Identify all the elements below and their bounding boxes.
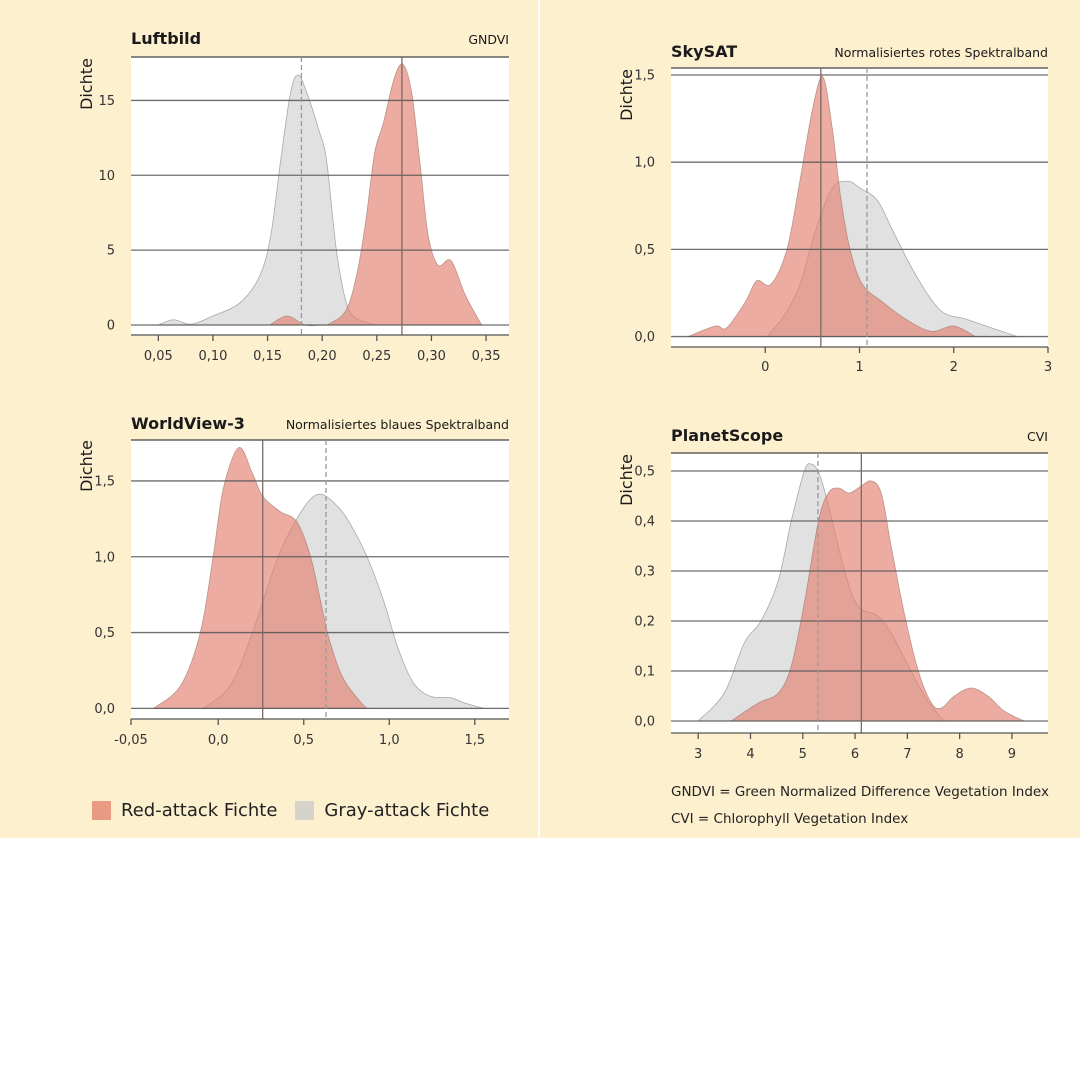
x-tick-label: 3	[694, 747, 702, 762]
y-axis-label: Dichte	[77, 440, 96, 492]
legend-item-gray: Gray-attack Fichte	[295, 800, 489, 821]
y-tick-label: 1,5	[634, 68, 655, 83]
density-area-gray	[158, 74, 381, 326]
y-tick-label: 0,2	[634, 615, 655, 630]
x-tick-label: 1,5	[464, 733, 485, 748]
chart-title: SkySAT	[671, 42, 737, 61]
x-tick-label: 9	[1008, 747, 1016, 762]
chart-subtitle: Normalisiertes blaues Spektralband	[286, 417, 509, 432]
x-tick-label: 0,05	[144, 349, 173, 364]
chart-worldview3: 0,0 0,5 1,0 1,5 -0,05 0,0 0,5 1,0 1,5 WorldView-3…	[77, 414, 509, 748]
y-tick-label: 1,0	[634, 156, 655, 171]
x-tick-label: 0,5	[293, 733, 314, 748]
x-tick-label: 0,20	[308, 349, 337, 364]
density-area-red	[729, 480, 1025, 722]
chart-skysat: 0,0 0,5 1,0 1,5 0 1 2 3 SkySAT Normalisiertes rot…	[617, 42, 1052, 375]
x-tick-label: 3	[1044, 360, 1052, 375]
legend-item-red: Red-attack Fichte	[92, 800, 277, 821]
y-tick-label: 0,0	[634, 715, 655, 730]
y-tick-label: 0,1	[634, 665, 655, 680]
y-tick-label: 0,0	[94, 702, 115, 717]
y-axis-label: Dichte	[617, 69, 636, 121]
note-gndvi: GNDVI = Green Normalized Difference Vege…	[671, 784, 1049, 800]
x-tick-label: 2	[950, 360, 958, 375]
y-tick-label: 0,4	[634, 515, 655, 530]
y-tick-label: 0,5	[634, 243, 655, 258]
chart-subtitle: CVI	[1027, 429, 1048, 444]
x-tick-label: 1	[855, 360, 863, 375]
x-tick-label: 0,30	[417, 349, 446, 364]
y-tick-label: 5	[107, 244, 115, 259]
chart-luftbild: 0 5 10 15 0,05 0,10 0,15 0,20 0,25 0,30 0,35 Luftbi…	[77, 29, 509, 364]
y-tick-label: 1,5	[94, 474, 115, 489]
chart-title: PlanetScope	[671, 426, 783, 445]
legend: Red-attack Fichte Gray-attack Fichte	[92, 800, 507, 821]
x-tick-label: 0,25	[362, 349, 391, 364]
chart-title: WorldView-3	[131, 414, 245, 433]
y-tick-label: 0,5	[94, 626, 115, 641]
note-cvi: CVI = Chlorophyll Vegetation Index	[671, 811, 909, 827]
y-axis-label: Dichte	[77, 58, 96, 110]
x-tick-label: 5	[799, 747, 807, 762]
y-axis-label: Dichte	[617, 454, 636, 506]
x-tick-label: 7	[903, 747, 911, 762]
chart-planetscope: 0,0 0,1 0,2 0,3 0,4 0,5 3 4 5 6 7 8 9 PlanetScope CVI D…	[617, 426, 1048, 762]
y-tick-label: 0,0	[634, 330, 655, 345]
x-tick-label: 0,0	[208, 733, 229, 748]
density-area-red	[152, 447, 371, 709]
legend-label-red: Red-attack Fichte	[121, 800, 278, 821]
x-tick-label: -0,05	[114, 733, 148, 748]
x-tick-label: 0,15	[253, 349, 282, 364]
y-tick-label: 1,0	[94, 550, 115, 565]
chart-title: Luftbild	[131, 29, 201, 48]
x-tick-label: 1,0	[379, 733, 400, 748]
y-tick-label: 0	[107, 318, 115, 333]
x-tick-label: 0	[761, 360, 769, 375]
x-tick-label: 4	[746, 747, 754, 762]
legend-swatch-gray	[295, 801, 315, 820]
legend-label-gray: Gray-attack Fichte	[324, 800, 490, 821]
y-tick-label: 0,5	[634, 465, 655, 480]
y-tick-label: 15	[98, 94, 115, 109]
chart-subtitle: Normalisiertes rotes Spektralband	[834, 45, 1048, 60]
x-tick-label: 0,35	[472, 349, 501, 364]
x-tick-label: 0,10	[198, 349, 227, 364]
density-area-red	[687, 76, 976, 337]
y-tick-label: 0,3	[634, 565, 655, 580]
x-tick-label: 6	[851, 747, 859, 762]
chart-subtitle: GNDVI	[468, 32, 509, 47]
legend-swatch-red	[92, 801, 111, 820]
x-tick-label: 8	[955, 747, 963, 762]
y-tick-label: 10	[98, 169, 115, 184]
